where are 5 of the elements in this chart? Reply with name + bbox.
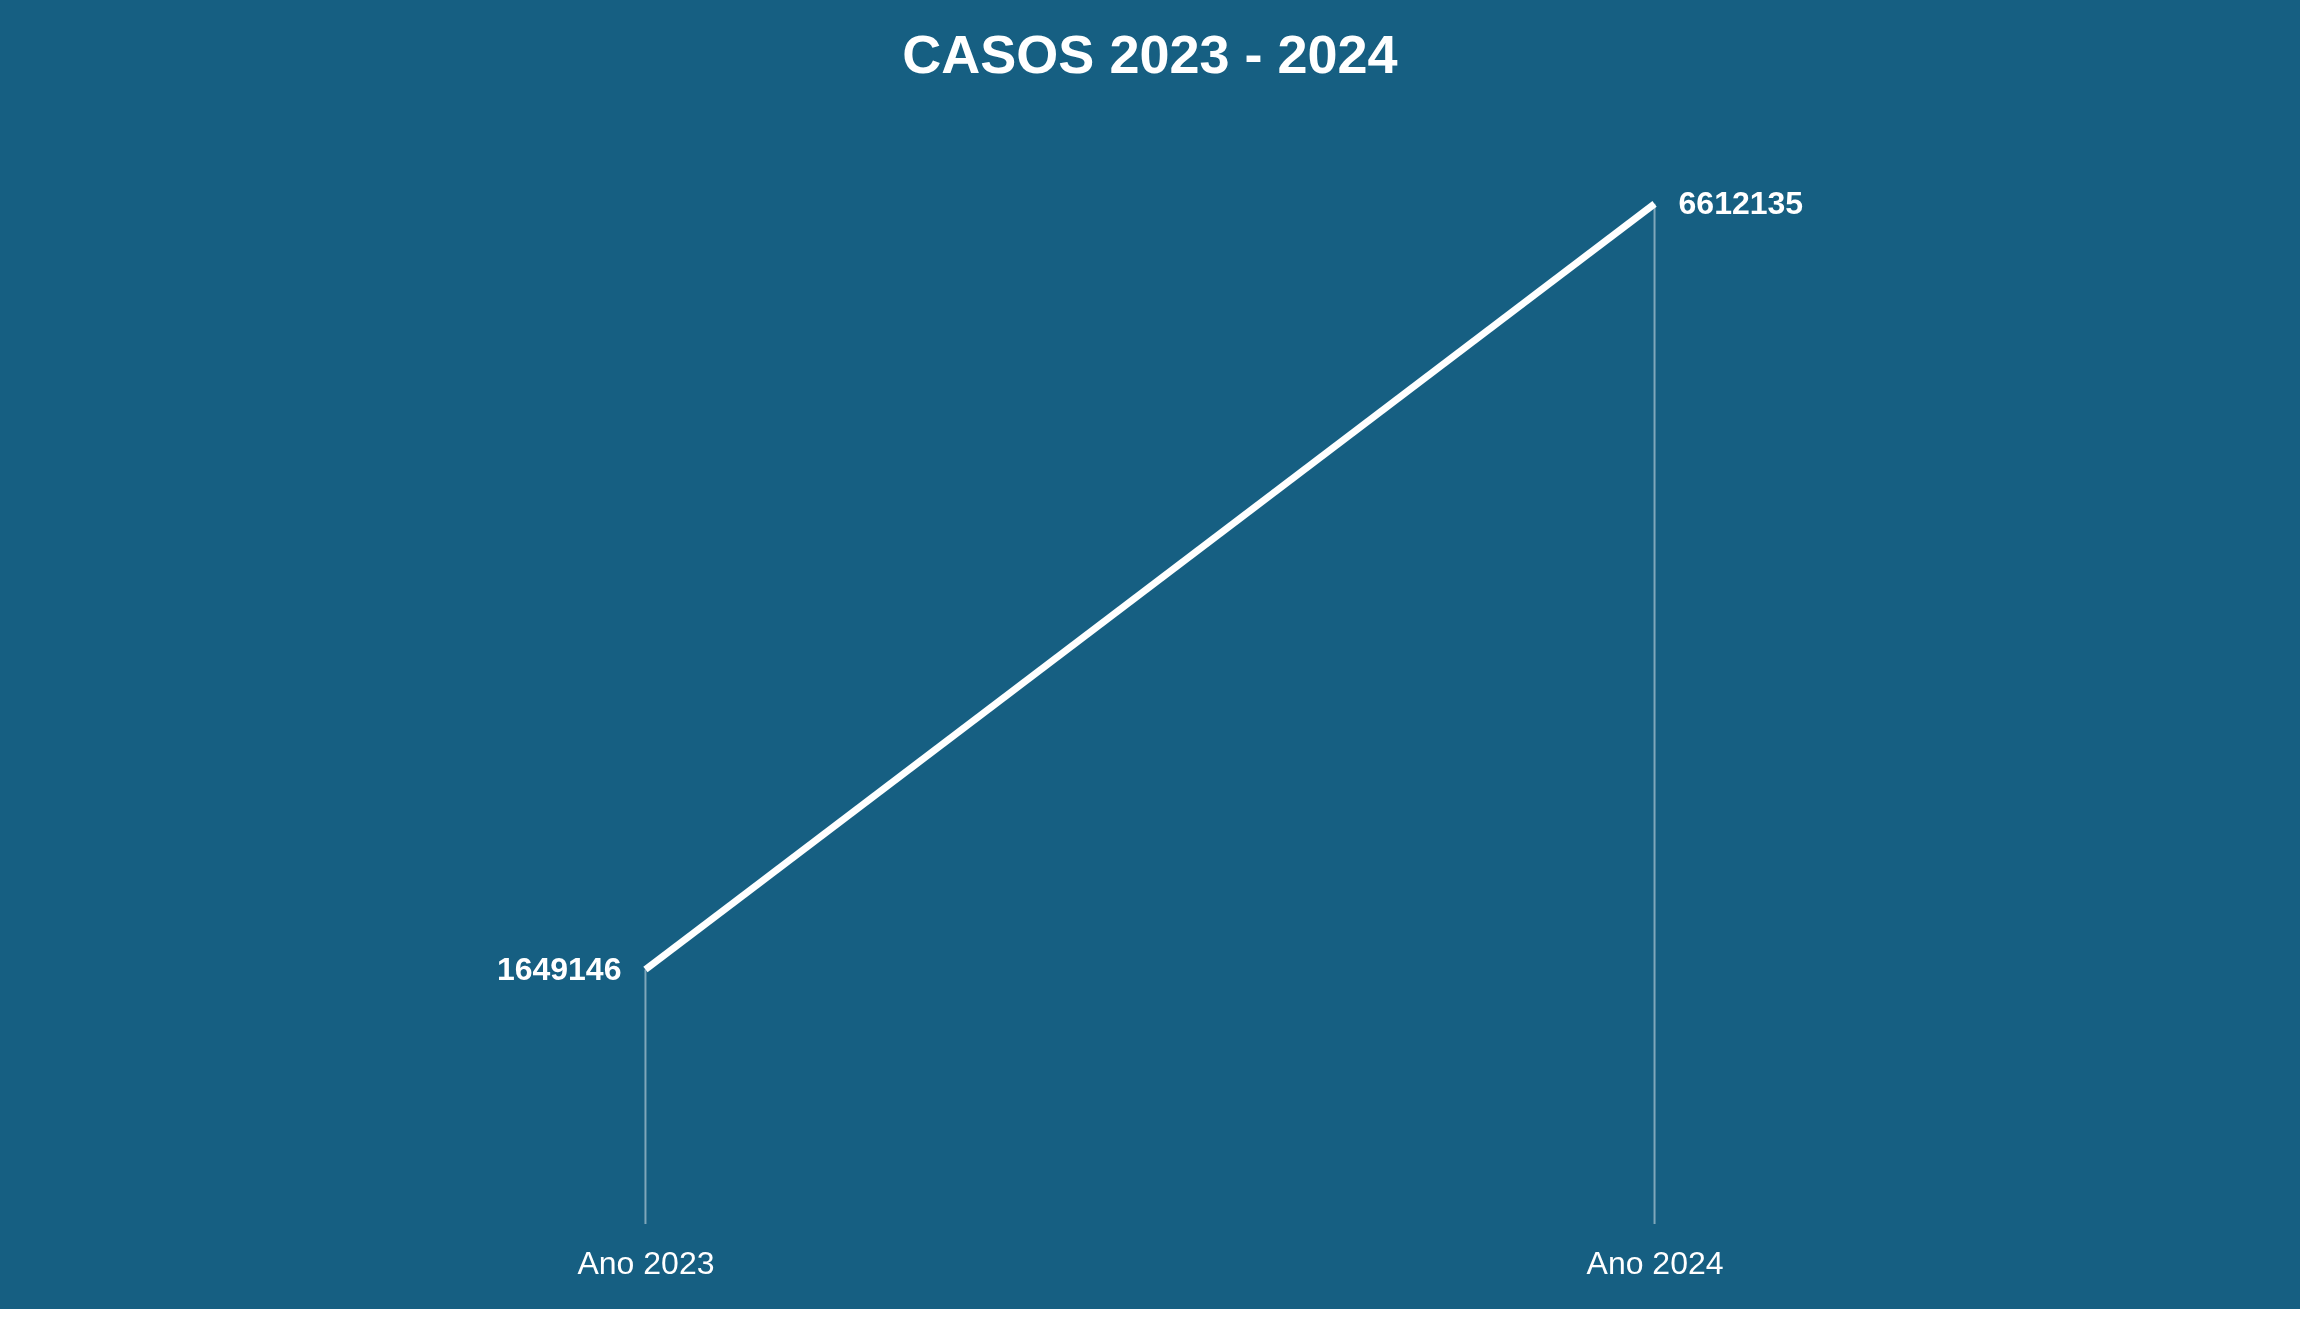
x-tick-label: Ano 2024 xyxy=(1586,1244,1724,1281)
data-label: 1649146 xyxy=(496,950,622,987)
x-tick-label: Ano 2023 xyxy=(577,1244,715,1281)
data-label: 6612135 xyxy=(1678,184,1804,221)
chart-title: CASOS 2023 - 2024 xyxy=(902,24,1398,84)
